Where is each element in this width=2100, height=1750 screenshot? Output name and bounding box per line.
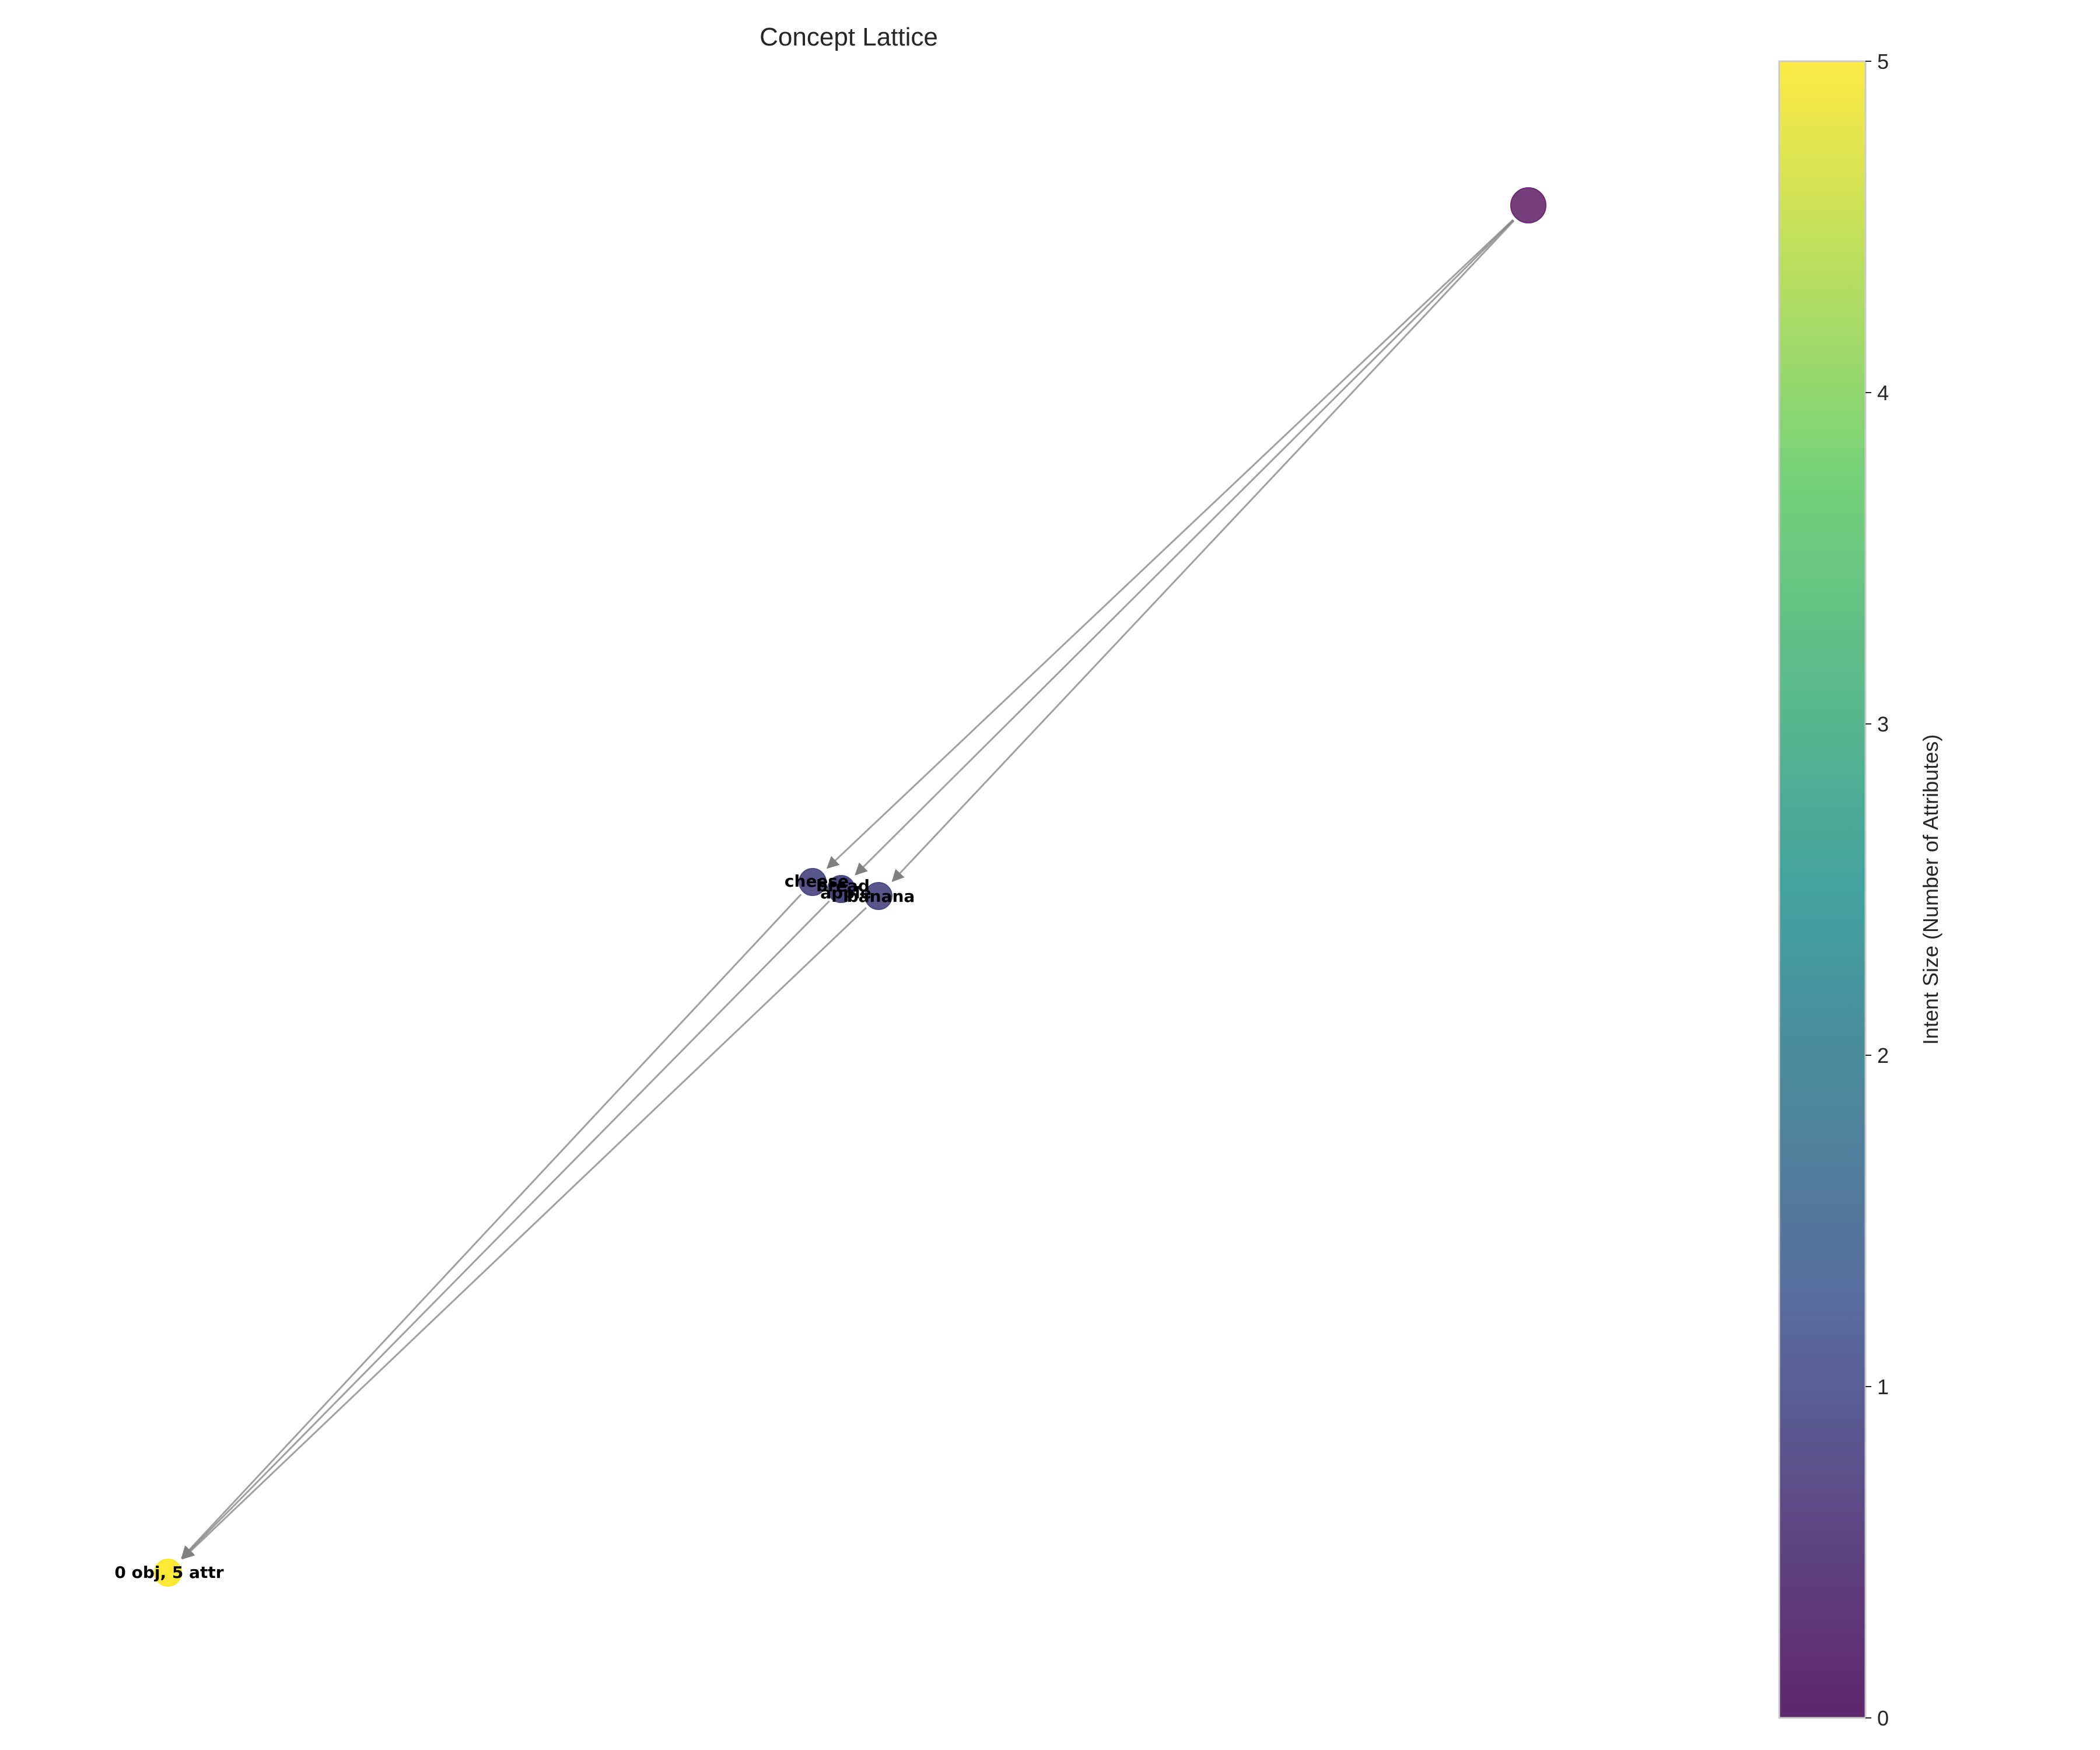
colorbar-tick-label: 4 xyxy=(1877,381,1889,405)
colorbar-tick-label: 2 xyxy=(1877,1044,1889,1068)
node-label-bottom: 0 obj, 5 attr xyxy=(114,1563,223,1582)
colorbar-tick-label: 5 xyxy=(1877,50,1889,74)
edge-top-to-cheese xyxy=(826,219,1514,869)
node-cheese xyxy=(799,868,827,896)
colorbar-frame xyxy=(1778,60,1867,1719)
colorbar-tick-label: 0 xyxy=(1877,1706,1889,1730)
node-label-apple: apple xyxy=(820,883,872,902)
edge-top-to-bread xyxy=(855,219,1514,876)
node-top xyxy=(1510,187,1546,223)
colorbar-tick-label: 3 xyxy=(1877,712,1889,736)
node-layer xyxy=(154,187,1546,1587)
edge-cheese-to-bottom xyxy=(181,894,802,1559)
node-banana xyxy=(864,882,892,910)
chart-title: Concept Lattice xyxy=(760,23,938,51)
colorbar-ticks: 0 1 2 3 4 5 xyxy=(1866,50,1889,1730)
node-label-banana: banana xyxy=(847,887,915,906)
edge-layer xyxy=(181,219,1515,1560)
node-apple xyxy=(827,875,855,903)
colorbar-tick-label: 1 xyxy=(1877,1375,1889,1399)
edge-banana-to-bottom xyxy=(181,907,867,1560)
colorbar: 0 1 2 3 4 5 Intent Size (Number of Attributes… xyxy=(1778,50,1943,1730)
node-label-bread: bread xyxy=(816,876,870,895)
edge-bread-to-bottom xyxy=(181,900,830,1559)
colorbar-gradient xyxy=(1779,61,1866,1718)
colorbar-label: Intent Size (Number of Attributes) xyxy=(1919,734,1943,1045)
node-bottom xyxy=(154,1559,182,1587)
node-label-cheese: cheese xyxy=(785,872,849,891)
edge-top-to-banana xyxy=(891,220,1515,883)
